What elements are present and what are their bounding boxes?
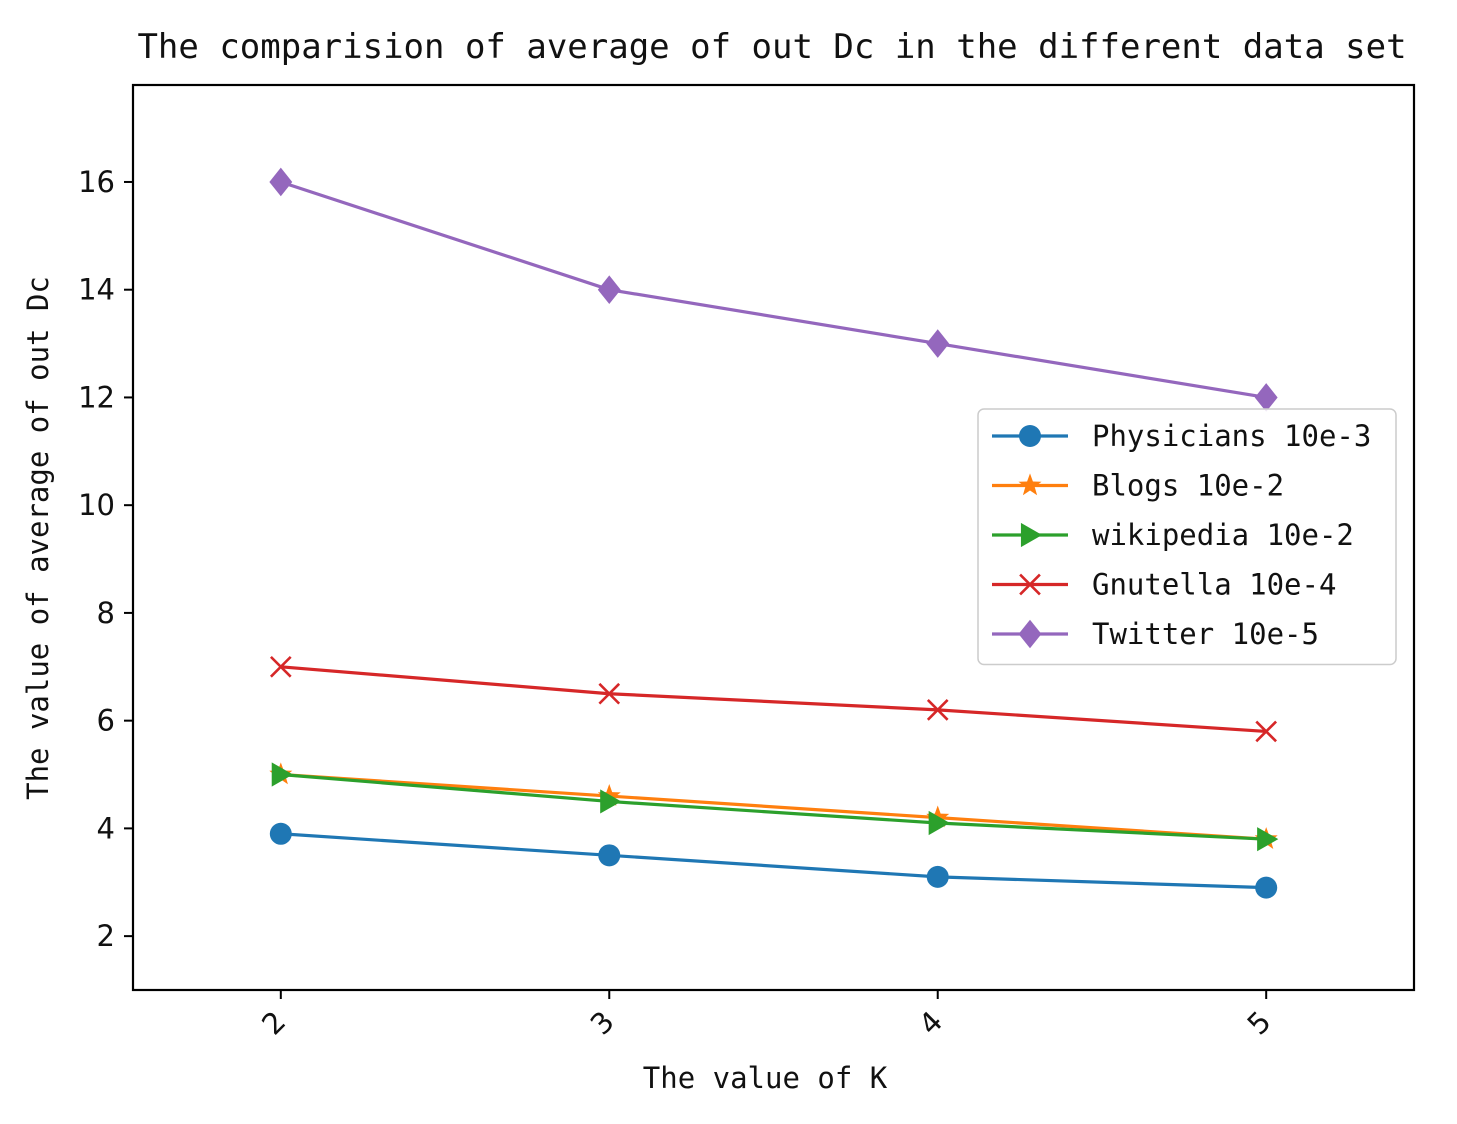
- series-blogs: [269, 762, 1278, 849]
- series-wikipedia: [271, 762, 1279, 852]
- data-point: [269, 655, 292, 678]
- y-tick-label: 6: [97, 704, 115, 738]
- data-point: [1254, 383, 1278, 412]
- data-point: [598, 844, 621, 867]
- y-tick-label: 4: [97, 811, 115, 845]
- plot-area-frame: [131, 83, 1416, 992]
- x-axis-label: The value of K: [643, 1061, 888, 1095]
- series-layer: [269, 167, 1279, 899]
- x-axis: 2 3 4 5: [255, 990, 1278, 1041]
- data-point: [597, 275, 621, 305]
- data-point: [1255, 876, 1278, 899]
- series-physicians: [269, 822, 1278, 899]
- legend-label: Gnutella 10e-4: [1092, 568, 1336, 602]
- series-twitter: [269, 167, 1278, 412]
- data-point: [1257, 827, 1279, 852]
- legend-marker: [1019, 425, 1041, 447]
- data-point: [598, 682, 621, 705]
- y-tick-label: 16: [78, 165, 115, 199]
- legend-marker: [1019, 573, 1041, 596]
- series-line: [280, 772, 1267, 841]
- legend-label: wikipedia 10e-2: [1092, 518, 1354, 552]
- legend-item: Twitter 10e-5: [992, 617, 1319, 651]
- series-line: [280, 665, 1267, 734]
- series-line: [280, 832, 1267, 890]
- y-tick-label: 14: [78, 273, 115, 307]
- legend-label: Physicians 10e-3: [1092, 419, 1371, 453]
- series-line: [280, 772, 1267, 841]
- x-tick-label: 5: [1241, 1004, 1278, 1041]
- legend-item: Blogs 10e-2: [992, 469, 1284, 503]
- x-tick-label: 2: [255, 1004, 292, 1041]
- series-line: [280, 180, 1267, 400]
- y-tick-label: 10: [78, 488, 115, 522]
- data-point: [269, 167, 293, 197]
- legend-marker: [1018, 619, 1042, 649]
- data-point: [926, 865, 949, 888]
- y-axis: 2 4 6 8 10 12 14 16: [78, 165, 133, 953]
- y-tick-label: 8: [97, 596, 115, 630]
- data-point: [928, 810, 950, 836]
- legend-item: Gnutella 10e-4: [992, 568, 1336, 602]
- data-point: [600, 789, 622, 814]
- legend-box: [977, 408, 1397, 666]
- series-gnutella: [269, 655, 1278, 743]
- x-tick-label: 4: [912, 1004, 949, 1041]
- y-tick-label: 2: [97, 919, 115, 953]
- legend-label: Blogs 10e-2: [1092, 469, 1284, 503]
- legend-item: wikipedia 10e-2: [992, 518, 1354, 552]
- data-point: [269, 822, 292, 845]
- data-point: [926, 699, 949, 721]
- legend: Physicians 10e-3 Blogs 10e-2 wikipedia 10e…: [977, 408, 1397, 666]
- data-point: [926, 329, 950, 358]
- chart-title: The comparision of average of out Dc in …: [137, 27, 1406, 67]
- data-point: [271, 762, 293, 787]
- legend-marker: [1020, 522, 1043, 548]
- legend-label: Twitter 10e-5: [1092, 617, 1319, 651]
- legend-marker: [1018, 473, 1042, 496]
- y-tick-label: 12: [78, 380, 115, 414]
- data-point: [1255, 720, 1278, 743]
- legend-item: Physicians 10e-3: [992, 419, 1371, 453]
- y-axis-label: The value of average of out Dc: [21, 276, 55, 800]
- x-tick-label: 3: [584, 1004, 621, 1041]
